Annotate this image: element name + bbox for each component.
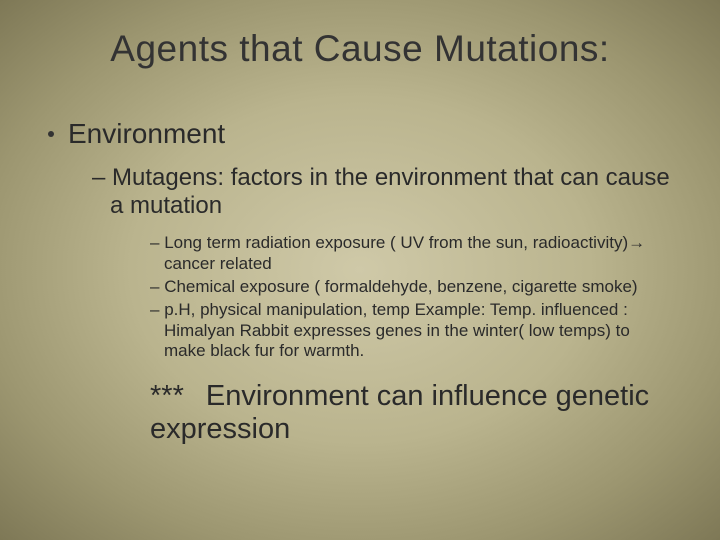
bullet-dot-icon [48,131,54,137]
dash-icon: – [150,300,164,319]
dash-icon: – [150,277,164,296]
level3-text-0: Long term radiation exposure ( UV from t… [164,233,645,272]
level2-text: Mutagens: factors in the environment tha… [110,164,670,219]
dash-icon: – [92,164,112,191]
slide-title: Agents that Cause Mutations: [48,28,672,70]
bullet-level1: Environment [48,118,672,150]
bullet-level3: – Chemical exposure ( formaldehyde, benz… [150,277,672,297]
level1-text: Environment [68,118,225,149]
stars-icon: *** [150,380,184,412]
bullet-level3: – p.H, physical manipulation, temp Examp… [150,300,672,361]
level3-text-2: p.H, physical manipulation, temp Example… [164,300,630,360]
level3-text-1: Chemical exposure ( formaldehyde, benzen… [164,277,637,296]
callout: ***Environment can influence genetic exp… [150,380,672,447]
callout-text: Environment can influence genetic expres… [150,380,649,445]
bullet-level3: – Long term radiation exposure ( UV from… [150,233,672,274]
dash-icon: – [150,233,164,252]
bullet-level2: – Mutagens: factors in the environment t… [92,164,672,219]
